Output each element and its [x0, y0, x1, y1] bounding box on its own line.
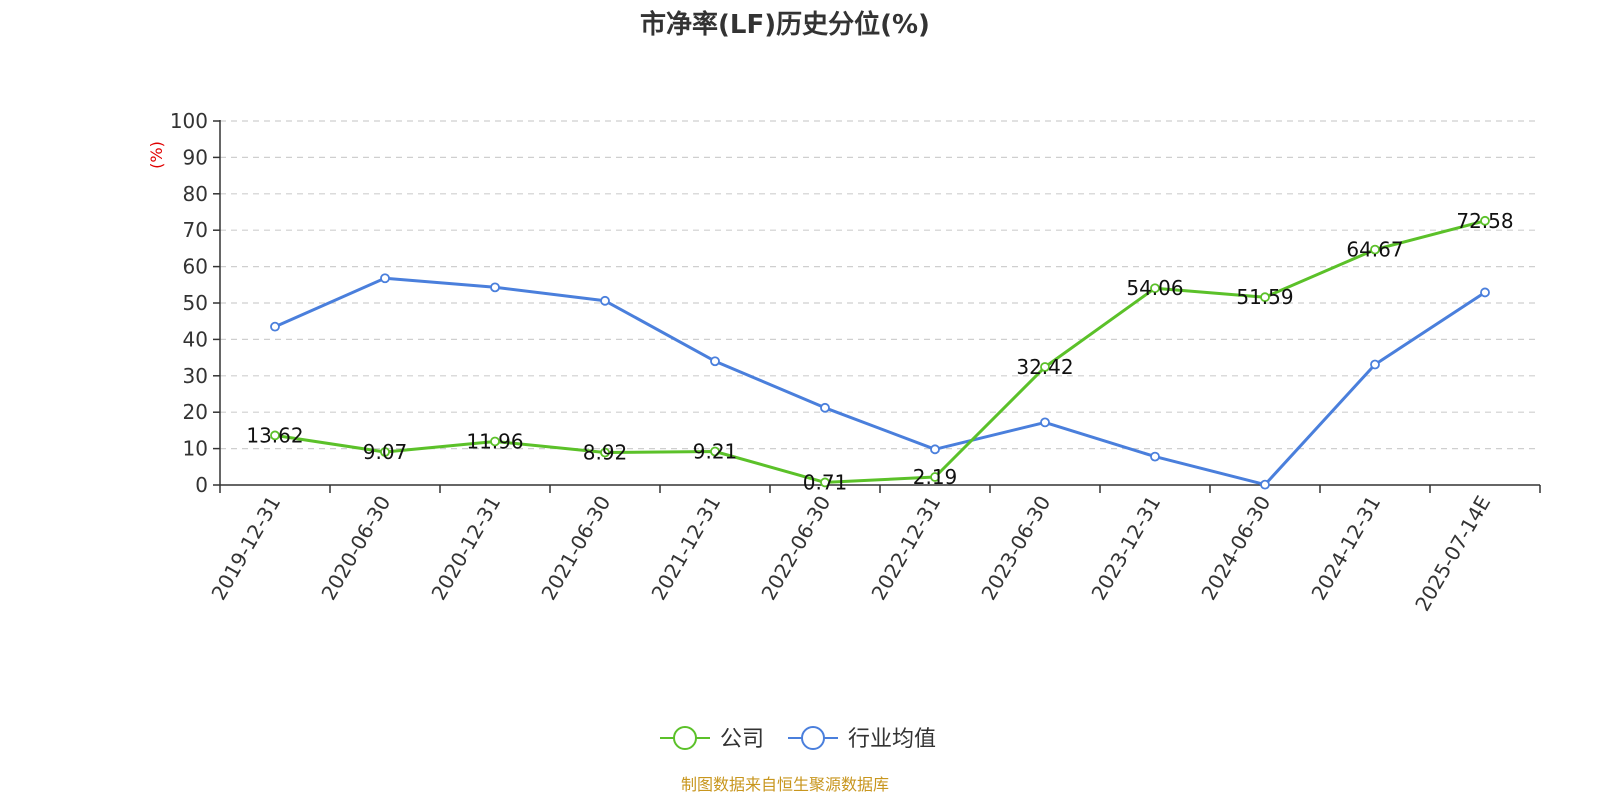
data-point: [930, 472, 940, 482]
x-tick-label: 2021-12-31: [646, 492, 725, 605]
y-tick-label: 90: [183, 145, 208, 169]
chart-title: 市净率(LF)历史分位(%): [640, 9, 930, 40]
series-公司: 13.62 9.07 11.96 8.92 9.21 0.71 2.19 32.42 54.06…: [246, 209, 1513, 495]
y-tick-label: 50: [183, 291, 208, 315]
data-point: [1370, 244, 1380, 255]
data-point: [820, 477, 830, 488]
data-label: 13.62: [246, 423, 303, 447]
x-tick-label: 2025-07-14E: [1410, 492, 1495, 616]
x-tick-label: 2024-06-30: [1196, 492, 1275, 605]
x-tick-label: 2020-12-31: [426, 492, 505, 605]
data-label: 11.96: [466, 429, 523, 453]
data-point: [930, 444, 940, 455]
data-point: [1040, 417, 1050, 428]
y-tick-labels: 0 10 20 30 40 50 60 70 80 90 100: [170, 109, 208, 497]
data-label: 9.07: [363, 440, 408, 464]
data-point: [490, 282, 500, 293]
data-label: 0.71: [803, 470, 848, 494]
legend[interactable]: 公司 行业均值: [660, 726, 936, 752]
data-point: [490, 436, 500, 447]
data-point: [1040, 362, 1050, 372]
y-tick-label: 10: [183, 437, 208, 461]
x-tick-label: 2024-12-31: [1306, 492, 1385, 605]
data-point: [1480, 215, 1490, 226]
data-point: [710, 446, 720, 457]
data-point: [380, 447, 390, 457]
y-tick-label: 60: [183, 255, 208, 279]
x-tick-label: 2021-06-30: [536, 492, 615, 605]
series-line: [274, 276, 1486, 487]
source-note: 制图数据来自恒生聚源数据库: [681, 775, 889, 794]
legend-item[interactable]: 公司: [660, 726, 764, 752]
y-tick-label: 70: [183, 218, 208, 242]
data-point: [600, 295, 610, 306]
data-point: [600, 447, 610, 458]
axes: [213, 120, 1541, 493]
legend-marker: [673, 726, 697, 750]
data-point: [1370, 359, 1380, 370]
data-label: 32.42: [1016, 355, 1073, 379]
data-point: [270, 321, 280, 332]
data-point: [270, 430, 280, 441]
y-tick-label: 100: [170, 109, 208, 133]
data-point: [1260, 479, 1270, 490]
legend-item[interactable]: 行业均值: [788, 726, 936, 752]
data-label: 72.58: [1456, 209, 1513, 233]
x-tick-label: 2019-12-31: [206, 492, 285, 605]
legend-marker: [801, 726, 825, 750]
data-label: 8.92: [583, 441, 628, 465]
x-tick-label: 2022-06-30: [756, 492, 835, 605]
data-point: [820, 402, 830, 413]
y-tick-label: 40: [183, 327, 208, 351]
y-tick-label: 80: [183, 182, 208, 206]
data-label: 51.59: [1236, 285, 1293, 309]
x-tick-label: 2023-12-31: [1086, 492, 1165, 605]
x-tick-label: 2022-12-31: [866, 492, 945, 605]
data-point: [380, 273, 390, 284]
data-label: 64.67: [1346, 238, 1403, 262]
series-行业均值: [270, 273, 1490, 490]
y-tick-label: 30: [183, 364, 208, 388]
gridlines: [220, 120, 1540, 450]
data-point: [1260, 292, 1270, 303]
legend-label: 公司: [720, 727, 764, 752]
legend-label: 行业均值: [848, 727, 936, 752]
data-point: [710, 356, 720, 367]
data-label: 2.19: [913, 465, 958, 489]
x-tick-labels: 2019-12-31 2020-06-30 2020-12-31 2021-06-30…: [206, 492, 1495, 616]
x-tick-label: 2023-06-30: [976, 492, 1055, 605]
data-label: 54.06: [1126, 276, 1183, 300]
y-tick-label: 20: [183, 400, 208, 424]
series-line: [274, 219, 1486, 484]
x-tick-label: 2020-06-30: [316, 492, 395, 605]
y-axis-label: (%): [147, 141, 166, 169]
data-label: 9.21: [693, 439, 738, 463]
data-point: [1150, 283, 1160, 294]
data-point: [1150, 451, 1160, 462]
data-point: [1480, 287, 1490, 298]
series-lines: 13.62 9.07 11.96 8.92 9.21 0.71 2.19 32.42 54.06…: [246, 209, 1513, 495]
y-tick-label: 0: [195, 473, 208, 497]
